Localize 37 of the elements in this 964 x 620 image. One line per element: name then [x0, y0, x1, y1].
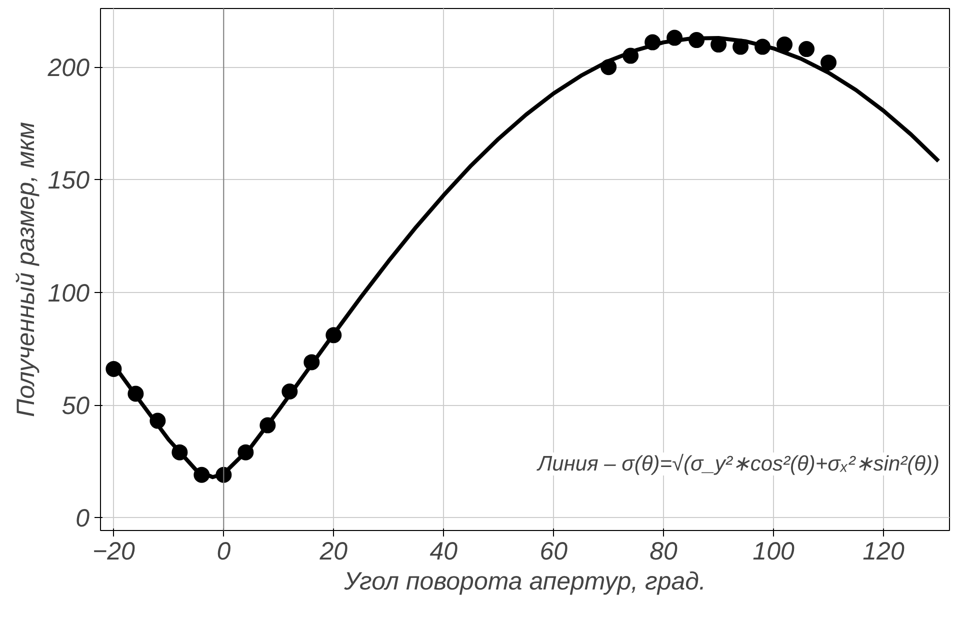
y-tick-label: 0 — [76, 504, 90, 533]
point — [304, 354, 320, 370]
point — [666, 30, 683, 46]
y-axis-title: Полученный размер, мкм — [12, 122, 40, 417]
annotation: Линия – σ(θ)=√(σ_y²∗cos²(θ)+σₓ²∗sin²(θ)) — [536, 452, 940, 476]
x-tick-label: −20 — [92, 538, 135, 566]
y-tick-label: 200 — [46, 54, 90, 82]
point — [754, 38, 771, 55]
point — [106, 360, 122, 377]
y-tick-label: 100 — [48, 279, 90, 308]
point — [238, 444, 254, 460]
x-axis-title: Угол поворота апертур, град. — [343, 568, 706, 596]
point — [326, 327, 342, 344]
x-tick-label: 40 — [430, 538, 458, 566]
x-tick-label: 80 — [650, 538, 678, 566]
x-tick-label: 60 — [540, 538, 568, 566]
point — [194, 466, 210, 483]
y-tick-label: 150 — [48, 166, 90, 195]
x-tick-label: 20 — [318, 538, 348, 566]
point — [622, 48, 639, 64]
point — [820, 54, 837, 71]
point — [600, 59, 617, 76]
x-tick-label: 0 — [216, 538, 231, 566]
point — [172, 444, 188, 460]
point — [776, 36, 793, 53]
point — [282, 384, 298, 400]
x-tick-label: 100 — [752, 538, 794, 566]
y-tick-label: 50 — [62, 392, 90, 420]
point — [688, 32, 705, 48]
point — [150, 412, 166, 429]
point — [732, 38, 749, 55]
point — [798, 41, 815, 58]
point — [260, 417, 276, 434]
point — [216, 466, 232, 483]
point — [128, 386, 144, 402]
point — [644, 34, 661, 50]
x-tick-label: 120 — [862, 538, 904, 566]
